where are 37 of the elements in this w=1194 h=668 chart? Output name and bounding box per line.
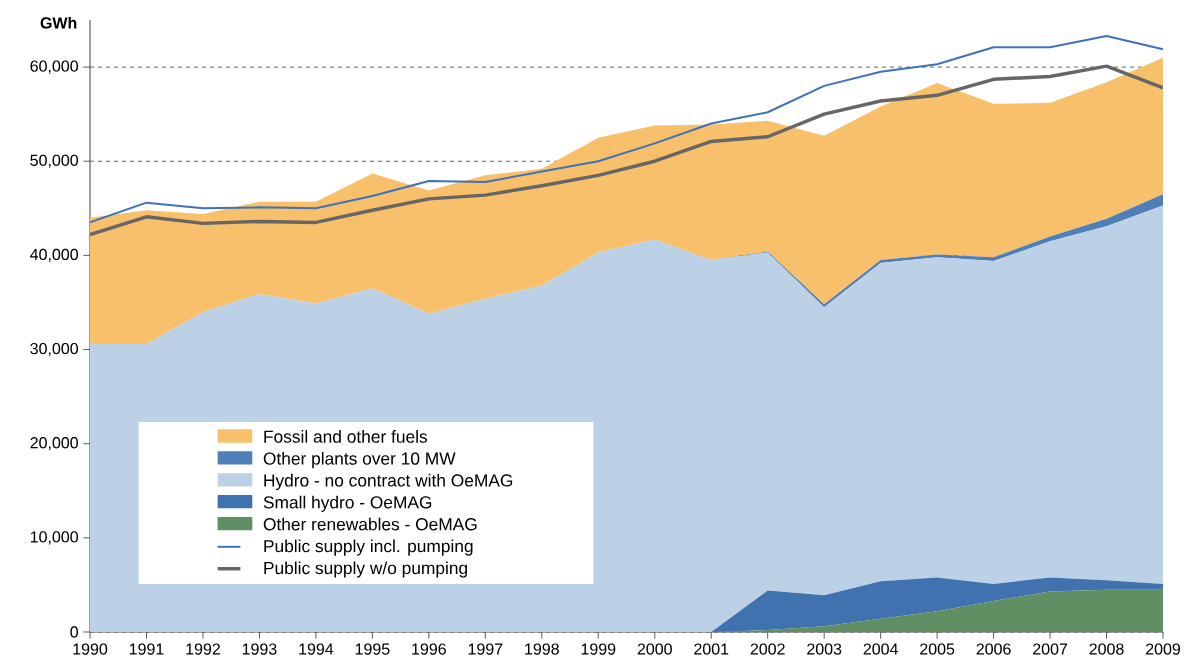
- y-tick-label: 30,000: [30, 342, 79, 357]
- legend-label: Fossil and other fuels: [264, 430, 428, 443]
- x-tick-label: 1996: [412, 643, 446, 655]
- y-tick-label: 0: [70, 626, 79, 638]
- x-tick-label: 1994: [299, 643, 334, 655]
- x-tick-label: 1993: [242, 643, 277, 655]
- legend-label: Public supply incl. pumping: [264, 539, 473, 556]
- x-tick-label: 1999: [581, 643, 616, 655]
- legend-label: Hydro - no contract with OeMAG: [264, 473, 513, 491]
- y-tick-label: 10,000: [30, 531, 79, 545]
- x-tick-label: 2003: [807, 643, 842, 655]
- x-tick-label: 2006: [976, 643, 1011, 655]
- x-tick-label: 2000: [637, 643, 672, 655]
- line-series: [90, 35, 1164, 224]
- x-tick-label: 2002: [750, 643, 785, 655]
- y-tick-label: 60,000: [30, 60, 79, 74]
- x-tick-label: 1997: [468, 643, 503, 655]
- x-tick-label: 1992: [186, 643, 220, 655]
- x-tick-label: 2001: [694, 643, 729, 655]
- x-tick-label: 2008: [1089, 643, 1124, 655]
- line-series: [90, 64, 1164, 237]
- y-tick-label: 20,000: [30, 437, 79, 451]
- x-tick-label: 1991: [129, 643, 164, 655]
- x-tick-label: 1990: [73, 643, 108, 655]
- legend-label: Other plants over 10 MW: [263, 451, 456, 469]
- y-tick-label: 40,000: [30, 248, 79, 262]
- x-tick-label: 2009: [1146, 643, 1181, 655]
- x-tick-label: 2007: [1033, 643, 1068, 655]
- x-tick-label: 1998: [525, 643, 559, 655]
- y-tick-label: 50,000: [30, 154, 79, 168]
- x-tick-label: 2004: [863, 643, 898, 655]
- legend-label: Public supply w/o pumping: [264, 561, 468, 578]
- x-tick-label: 2005: [920, 643, 955, 655]
- x-tick-label: 1995: [355, 643, 390, 655]
- legend-label: Other renewables - OeMAG: [263, 517, 477, 531]
- y-axis-title: GWh: [40, 16, 77, 29]
- legend-label: Small hydro - OeMAG: [263, 495, 432, 512]
